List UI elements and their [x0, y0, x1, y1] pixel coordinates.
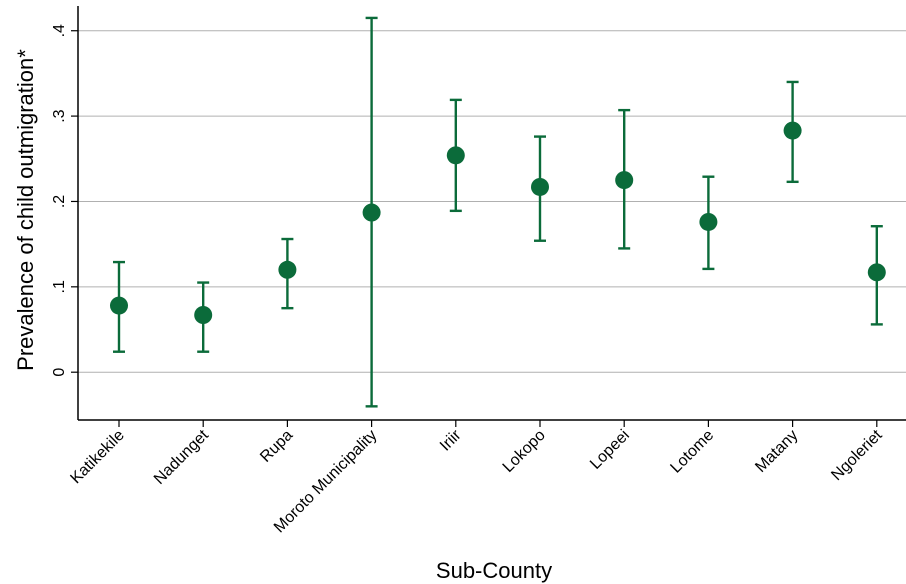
x-tick-label: Lopeei: [587, 427, 633, 473]
data-point: [531, 177, 549, 196]
y-tick-label: .3: [51, 109, 68, 122]
data-marks: [110, 16, 886, 408]
y-axis: 0 .1 .2 .3 .4: [51, 6, 79, 420]
data-point: [867, 263, 886, 282]
y-tick-label: .1: [51, 280, 68, 293]
data-point: [362, 203, 381, 222]
data-point: [278, 260, 297, 279]
data-point: [110, 296, 128, 315]
data-point: [615, 171, 634, 190]
y-axis-title: Prevalence of child outmigration*: [13, 49, 38, 371]
x-tick-label: Iriir: [437, 426, 465, 454]
y-tick-label: .2: [51, 195, 68, 208]
x-tick-label: Rupa: [257, 427, 296, 466]
x-tick-label: Nadunget: [151, 426, 212, 487]
y-tick-label: .4: [51, 24, 68, 37]
data-point: [194, 306, 213, 324]
data-point: [699, 212, 718, 231]
x-tick-label: Lotome: [667, 427, 717, 477]
x-tick-label: Lokopo: [500, 427, 549, 476]
y-tick-label: 0: [51, 368, 68, 377]
gridlines: [78, 30, 906, 373]
data-point: [783, 121, 802, 140]
data-point: [446, 146, 465, 165]
x-tick-label: Matany: [752, 427, 801, 476]
x-tick-label: Ngoleriet: [828, 426, 886, 484]
x-axis-title: Sub-County: [436, 558, 552, 583]
x-tick-label: Katikekile: [67, 427, 128, 488]
